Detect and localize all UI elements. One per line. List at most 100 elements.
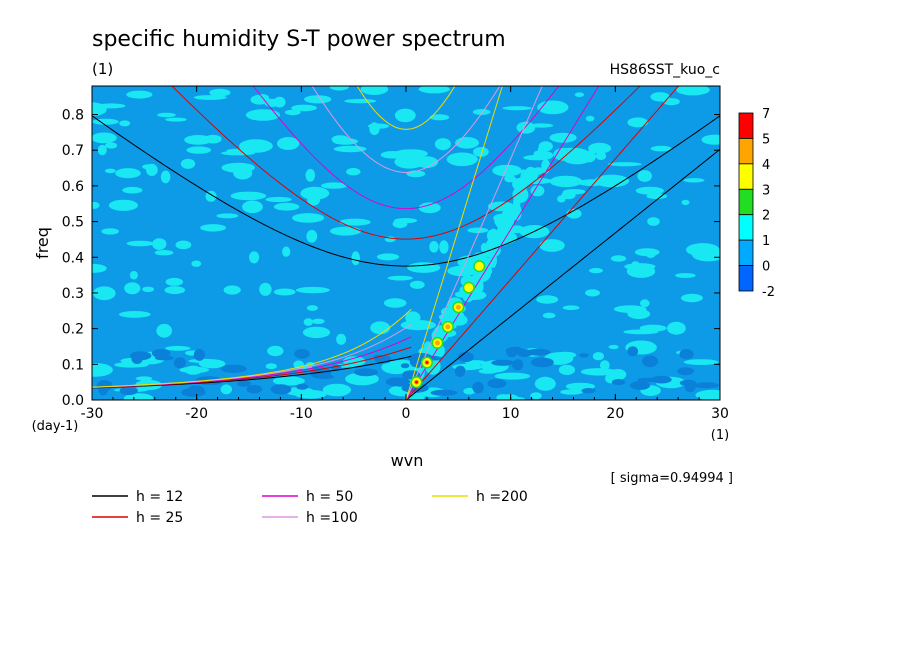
contour-patch	[686, 243, 720, 257]
contour-patch	[296, 383, 309, 390]
contour-patch	[245, 109, 281, 121]
contour-patch	[248, 202, 258, 209]
colorbar-level: 2	[762, 209, 770, 224]
contour-patch	[360, 86, 389, 95]
contour-patch	[538, 141, 553, 152]
contour-patch	[536, 295, 559, 304]
legend-label: h =100	[306, 510, 358, 526]
contour-patch	[265, 363, 277, 370]
contour-patch	[307, 194, 320, 206]
colorbar-swatch	[738, 112, 754, 139]
contour-patch	[135, 376, 153, 381]
contour-patch	[429, 114, 450, 121]
contour-patch	[164, 286, 186, 295]
contour-patch	[142, 286, 155, 292]
contour-patch	[282, 246, 291, 257]
contour-patch	[394, 218, 418, 224]
contour-patch	[676, 86, 710, 96]
contour-patch	[394, 155, 425, 169]
contour-patch	[122, 186, 143, 194]
colorbar-swatch	[738, 138, 754, 165]
contour-patch	[491, 359, 515, 366]
contour-patch	[534, 376, 556, 391]
contour-patch	[223, 285, 241, 295]
contour-patch	[284, 109, 301, 116]
legend-label: h = 12	[136, 489, 183, 505]
contour-patch	[305, 168, 316, 182]
chart-subtitle-right: HS86SST_kuo_c	[610, 62, 720, 78]
peak-core	[466, 285, 472, 291]
contour-patch	[115, 168, 141, 179]
contour-patch	[303, 318, 313, 326]
y-tick-label: 0.7	[62, 143, 84, 159]
y-axis: 0.0 0.1 0.2 0.3 0.4 0.5 0.6 0.7 0.8	[62, 108, 720, 409]
contour-patch	[220, 364, 247, 373]
contour-patch	[681, 199, 690, 206]
contour-patch	[594, 174, 630, 188]
contour-patch	[400, 363, 410, 369]
contour-patch	[630, 381, 651, 390]
contour-patch	[650, 92, 670, 102]
contour-patch	[200, 224, 227, 232]
contour-patch	[418, 86, 450, 94]
contour-patch	[562, 305, 580, 311]
contour-patch	[220, 384, 232, 395]
contour-patch	[265, 196, 292, 203]
x-axis-label: wvn	[391, 451, 424, 470]
contour-patch	[532, 167, 544, 175]
colorbar-level: -2	[762, 285, 775, 300]
chart-title: specific humidity S-T power spectrum	[92, 27, 506, 52]
chart-subtitle-left: (1)	[92, 60, 113, 78]
contour-patch	[101, 228, 119, 235]
contour-patch	[579, 353, 589, 358]
contour-patch	[104, 168, 116, 174]
y-axis-unit: (day-1)	[32, 419, 79, 434]
contour-patch	[126, 240, 154, 247]
contour-patch	[105, 142, 118, 149]
contour-patch	[165, 117, 187, 122]
contour-patch	[126, 90, 153, 99]
contour-patch	[165, 277, 184, 286]
contour-patch	[270, 384, 292, 395]
contour-patch	[294, 349, 310, 359]
contour-patch	[626, 264, 656, 278]
contour-patch	[186, 146, 212, 154]
contour-patch	[370, 321, 391, 335]
contour-patch	[292, 213, 325, 223]
contour-patch	[154, 355, 174, 361]
y-tick-label: 0.8	[62, 108, 84, 124]
colorbar-swatch	[738, 214, 754, 241]
kelvin-curve	[405, 148, 720, 400]
x-tick-label: 0	[402, 406, 411, 422]
contour-patch	[394, 108, 416, 123]
contour-patch	[537, 151, 554, 160]
contour-patch	[277, 137, 300, 150]
contour-patch	[516, 121, 536, 134]
dispersion-curves	[92, 86, 720, 400]
mrg-curve	[92, 308, 412, 388]
contour-patch	[154, 250, 174, 256]
contour-patch	[650, 145, 672, 152]
x-tick-label: 20	[606, 406, 624, 422]
contour-patch	[302, 326, 331, 339]
colorbar-level: 4	[762, 158, 770, 173]
contour-patch	[608, 162, 642, 167]
contour-patch	[472, 109, 491, 115]
contour-patch	[530, 392, 542, 400]
peak-center	[414, 380, 418, 384]
kelvin-peaks	[410, 260, 486, 389]
contour-patch	[531, 357, 554, 368]
contour-patch	[92, 263, 107, 273]
contour-patch	[558, 364, 576, 375]
contour-patch	[152, 238, 167, 251]
contour-patch	[457, 351, 474, 363]
contour-patch	[92, 363, 113, 377]
contour-patch	[175, 240, 192, 250]
contour-patch	[429, 241, 439, 253]
contour-patch	[623, 329, 659, 335]
contour-patch	[430, 389, 458, 396]
contour-patch	[333, 145, 367, 153]
contour-patch	[599, 360, 610, 371]
contour-patch	[463, 387, 476, 395]
kelvin-curve	[405, 86, 503, 400]
